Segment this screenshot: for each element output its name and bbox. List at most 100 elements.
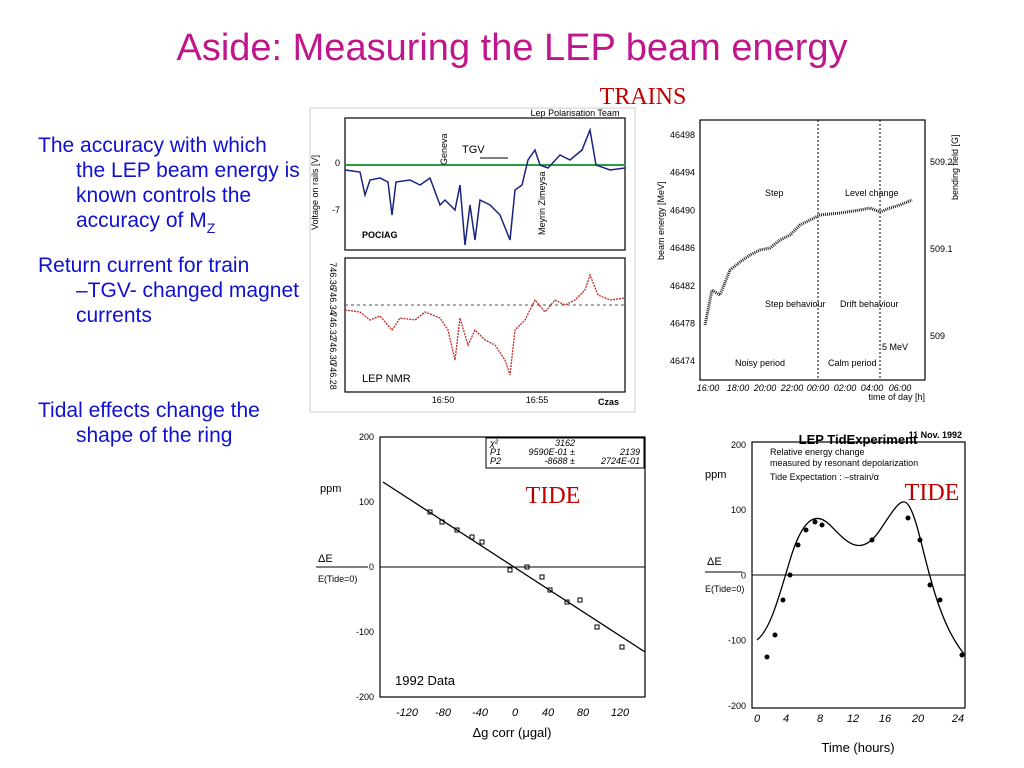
data-note: 1992 Data [395, 673, 456, 688]
tick-label: -200 [728, 701, 746, 711]
fit-line [382, 481, 646, 653]
stat: P2 [490, 456, 501, 466]
legend: Tide Expectation : –strain/α [770, 472, 879, 482]
stat: 3162 [555, 438, 575, 448]
stat: χ² [489, 438, 499, 448]
tick-label: 120 [611, 707, 630, 719]
note: Step [765, 188, 784, 198]
legend: measured by resonant depolarization [770, 458, 918, 468]
tick-label: 18:00 [727, 383, 750, 393]
points [764, 515, 965, 660]
tick-label: 200 [359, 432, 374, 442]
nmr-trace [344, 273, 626, 376]
tick: 0 [335, 158, 340, 168]
tick-label: 12 [847, 713, 859, 725]
title: Aside: Measuring the LEP beam energy [176, 27, 847, 69]
tick-label: 509.1 [930, 244, 953, 254]
tide-curve [756, 501, 966, 656]
tick: 16:55 [526, 395, 549, 405]
stat: 2139 [619, 447, 640, 457]
stat: P1 [490, 447, 501, 457]
tick-label: 00:00 [807, 383, 830, 393]
tick: 16:50 [432, 395, 455, 405]
tick-label: 20:00 [753, 383, 777, 393]
axes [344, 117, 626, 251]
voltage-trace [344, 127, 626, 246]
axes [699, 119, 926, 381]
y-label: beam energy [MeV] [656, 181, 666, 260]
x-label: time of day [h] [868, 392, 925, 402]
tick-label: 40 [542, 707, 555, 719]
tick-label: 80 [577, 707, 590, 719]
label-tide: TIDE [905, 480, 960, 506]
tick-label: 4 [783, 713, 789, 725]
header: Lep Polarisation Team [531, 108, 620, 118]
caption: LEP TidExperiment [799, 432, 918, 447]
tick-label: 746.34 [328, 287, 338, 315]
note: Drift behaviour [840, 299, 899, 309]
czas: Czas [598, 397, 619, 407]
tick-label: 0 [741, 570, 746, 580]
tick: -7 [332, 205, 340, 215]
note: Calm period [828, 358, 877, 368]
pociag: POCIAG [362, 230, 398, 240]
tick-label: 746.28 [328, 362, 338, 390]
tick-label: 0 [369, 562, 374, 572]
stat: 9590E-01 ± [529, 447, 576, 457]
tick-label: 746.36 [328, 262, 338, 290]
figure-trains: Lep Polarisation Team 0 -7 Voltage on ra… [309, 107, 636, 413]
tick-label: -120 [396, 707, 419, 719]
frame [309, 107, 636, 413]
tick-label: 06:00 [889, 383, 912, 393]
y2-label: bending field [G] [950, 134, 960, 200]
label-tide: TIDE [526, 483, 581, 509]
tick-label: 100 [359, 497, 374, 507]
tick-label: 746.30 [328, 337, 338, 365]
figure-tid: 46498 46494 46490 46486 46482 46478 46474 509.2… [656, 119, 960, 447]
legend: Relative energy change [770, 447, 865, 457]
tick-label: 0 [512, 707, 519, 719]
tick-label: 04:00 [861, 383, 884, 393]
tick-label: 46494 [670, 168, 695, 178]
den: E(Tide=0) [705, 584, 744, 594]
tick-label: 20 [911, 713, 925, 725]
note: 5 MeV [882, 342, 908, 352]
y-label: Voltage on rails [V] [310, 155, 320, 230]
tick-label: 46498 [670, 130, 695, 140]
x-label: Time (hours) [821, 740, 894, 755]
tick-label: 100 [731, 505, 746, 515]
subscript: Z [207, 220, 216, 236]
stat: -8688 ± [545, 456, 576, 466]
tick-label: -100 [356, 627, 374, 637]
ppm: ppm [320, 483, 341, 495]
tick-label: -80 [435, 707, 452, 719]
bullet: Return current for train –TGV- changed ma… [38, 254, 299, 327]
tick-label: 46486 [670, 243, 695, 253]
bullet: The accuracy with which the LEP beam ener… [38, 134, 300, 236]
stats-box [485, 437, 645, 469]
tick-label: 200 [731, 440, 746, 450]
num: ΔE [707, 556, 722, 568]
note: Step behaviour [765, 299, 826, 309]
den: E(Tide=0) [318, 574, 357, 584]
bullet: Tidal effects change the shape of the rin… [38, 399, 260, 447]
tgv: TGV [462, 144, 485, 156]
tick-label: -100 [728, 636, 746, 646]
tick-label: 746.32 [328, 312, 338, 340]
tick-label: 509 [930, 331, 945, 341]
tick-label: 46474 [670, 356, 695, 366]
nmr: LEP NMR [362, 373, 411, 385]
tick-label: 509.2 [930, 157, 953, 167]
tick-label: 24 [951, 713, 964, 725]
date: 11 Nov. 1992 [909, 430, 962, 440]
ppm: ppm [705, 469, 726, 481]
tick-label: 46490 [670, 205, 695, 215]
bullets: The accuracy with which the LEP beam ener… [38, 134, 300, 447]
tick-label: -40 [472, 707, 489, 719]
station: Meyrin Zimeysa [537, 171, 547, 235]
tick-label: 16 [879, 713, 892, 725]
tick-label: 22:00 [780, 383, 804, 393]
